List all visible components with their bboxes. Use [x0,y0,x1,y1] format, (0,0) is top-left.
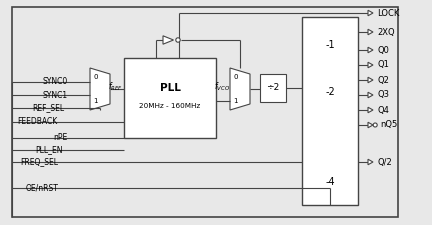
Text: SYNC1: SYNC1 [43,90,68,99]
Text: LOCK: LOCK [377,9,399,18]
Polygon shape [163,36,174,44]
Text: FEEDBACK: FEEDBACK [18,117,58,126]
Text: nPE: nPE [54,133,68,142]
Text: 2XQ: 2XQ [377,27,394,36]
Polygon shape [90,68,110,110]
Text: 0: 0 [233,74,238,80]
Text: -2: -2 [325,87,335,97]
Polygon shape [368,47,373,53]
Text: PLL: PLL [159,83,181,93]
Text: 1: 1 [93,98,98,104]
Text: Q1: Q1 [377,61,389,70]
Bar [124,58,216,138]
Circle shape [176,38,180,42]
Circle shape [373,123,377,127]
Polygon shape [368,77,373,83]
Text: $f_{REF}$: $f_{REF}$ [108,81,122,93]
Polygon shape [368,107,373,113]
Text: -1: -1 [325,40,335,50]
Text: REF_SEL: REF_SEL [32,104,64,112]
Text: 1: 1 [233,98,238,104]
Text: Q0: Q0 [377,45,389,54]
Text: Q4: Q4 [377,106,389,115]
Text: -4: -4 [325,177,335,187]
Text: OE/nRST: OE/nRST [25,184,58,193]
Text: $f_{VCO}$: $f_{VCO}$ [214,81,230,93]
Text: 20MHz - 160MHz: 20MHz - 160MHz [140,103,200,109]
Text: FREQ_SEL: FREQ_SEL [20,158,58,166]
Polygon shape [368,62,373,68]
Polygon shape [230,68,250,110]
Text: Q2: Q2 [377,76,389,85]
Text: Q/2: Q/2 [377,158,392,166]
Bar [260,74,286,102]
Text: 0: 0 [93,74,98,80]
Bar [302,17,358,205]
Polygon shape [368,10,373,16]
Polygon shape [368,122,373,128]
Text: Q3: Q3 [377,90,389,99]
Text: ÷2: ÷2 [267,83,280,92]
Polygon shape [368,29,373,35]
Polygon shape [368,92,373,98]
Text: SYNC0: SYNC0 [43,77,68,86]
Polygon shape [368,159,373,165]
Text: PLL_EN: PLL_EN [35,146,63,155]
Bar [12,7,398,217]
Text: nQ5: nQ5 [380,121,397,130]
